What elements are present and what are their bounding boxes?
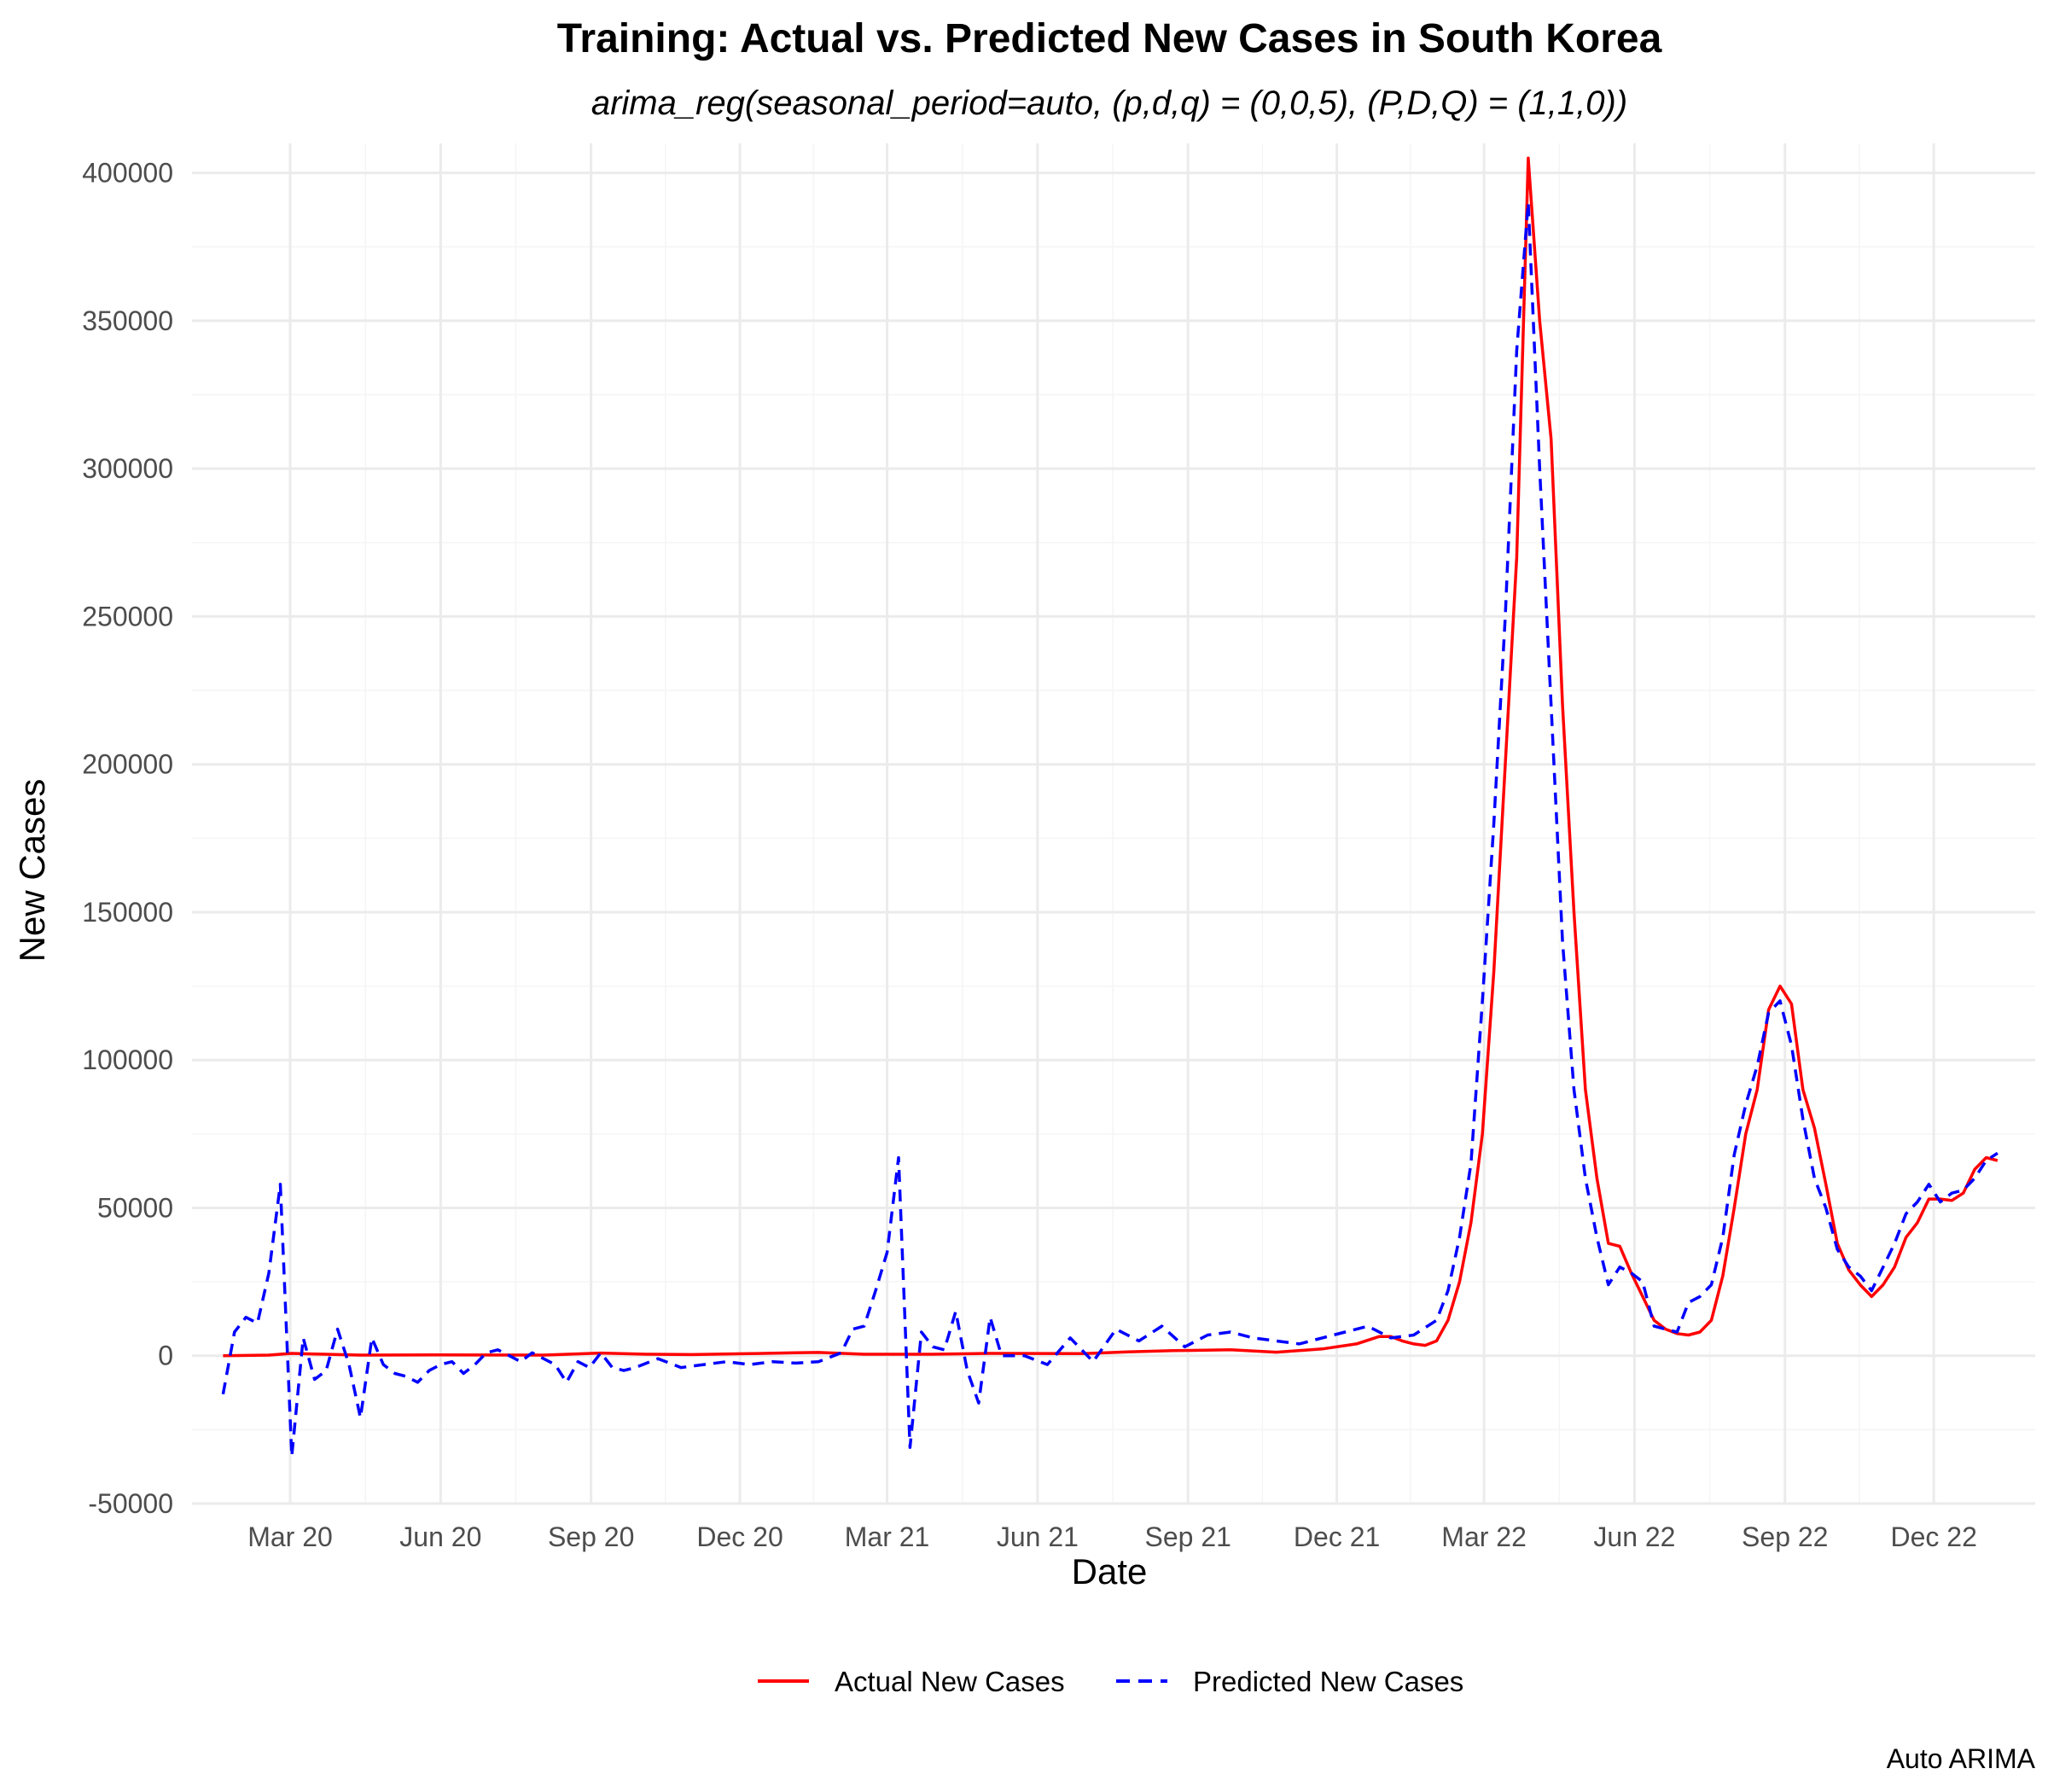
y-tick-label: 300000 bbox=[82, 453, 173, 484]
chart-subtitle: arima_reg(seasonal_period=auto, (p,d,q) … bbox=[591, 84, 1627, 122]
x-tick-label: Jun 21 bbox=[997, 1521, 1079, 1552]
legend-label-predicted-new-cases: Predicted New Cases bbox=[1193, 1666, 1463, 1697]
series-lines bbox=[221, 156, 1999, 1458]
chart-title: Training: Actual vs. Predicted New Cases… bbox=[557, 16, 1662, 61]
y-tick-label: 100000 bbox=[82, 1044, 173, 1075]
series-line-predicted-new-cases bbox=[221, 201, 1999, 1458]
y-tick-label: 50000 bbox=[97, 1192, 173, 1223]
x-tick-label: Sep 21 bbox=[1144, 1521, 1231, 1552]
x-tick-label: Mar 22 bbox=[1441, 1521, 1527, 1552]
y-tick-label: -50000 bbox=[88, 1488, 173, 1519]
y-axis-title: New Cases bbox=[12, 779, 52, 963]
chart-caption: Auto ARIMA bbox=[1887, 1743, 2036, 1774]
series-line-actual-new-cases bbox=[223, 156, 1999, 1358]
x-tick-label: Sep 20 bbox=[548, 1521, 634, 1552]
x-axis-title: Date bbox=[1072, 1551, 1148, 1591]
x-tick-label: Mar 21 bbox=[845, 1521, 930, 1552]
y-tick-label: 0 bbox=[158, 1341, 173, 1371]
x-tick-label: Jun 22 bbox=[1593, 1521, 1675, 1552]
legend: Actual New Cases Predicted New Cases bbox=[758, 1666, 1463, 1697]
x-axis-tick-labels: Mar 20 Jun 20 Sep 20 Dec 20 Mar 21 Jun 21 Sep … bbox=[247, 1521, 1977, 1552]
x-tick-label: Sep 22 bbox=[1742, 1521, 1828, 1552]
y-tick-label: 400000 bbox=[82, 158, 173, 189]
y-tick-label: 350000 bbox=[82, 305, 173, 336]
x-tick-label: Jun 20 bbox=[399, 1521, 481, 1552]
x-tick-label: Dec 21 bbox=[1294, 1521, 1380, 1552]
x-tick-label: Dec 20 bbox=[696, 1521, 783, 1552]
y-tick-label: 250000 bbox=[82, 601, 173, 631]
x-tick-label: Mar 20 bbox=[247, 1521, 333, 1552]
y-tick-label: 200000 bbox=[82, 749, 173, 780]
y-axis-tick-labels: -50000 0 50000 100000 150000 200000 250000 3000… bbox=[82, 158, 173, 1519]
y-tick-label: 150000 bbox=[82, 897, 173, 928]
x-tick-label: Dec 22 bbox=[1890, 1521, 1976, 1552]
legend-label-actual-new-cases: Actual New Cases bbox=[835, 1666, 1065, 1697]
